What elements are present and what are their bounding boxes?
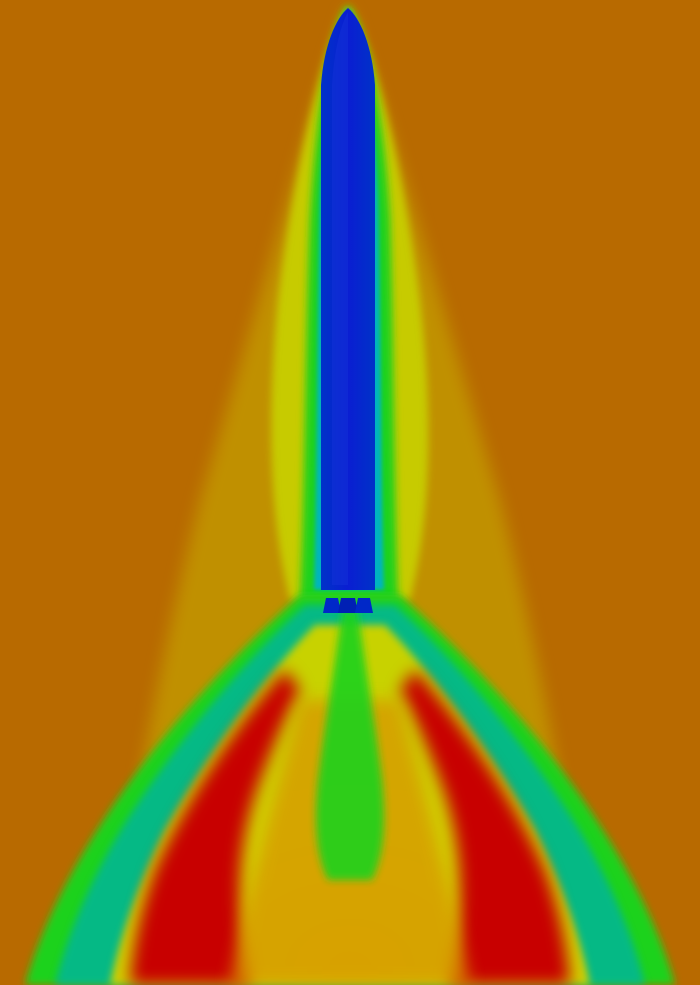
nozzle-right <box>355 598 373 613</box>
engine-nozzles <box>323 598 373 613</box>
rocket-body-highlight <box>332 12 348 585</box>
nozzle-left <box>323 598 341 613</box>
plume-red-lobe-right <box>400 670 570 985</box>
central-jet <box>316 610 384 880</box>
plume-red-lobe-left <box>130 670 300 985</box>
nozzle-center <box>338 598 358 613</box>
